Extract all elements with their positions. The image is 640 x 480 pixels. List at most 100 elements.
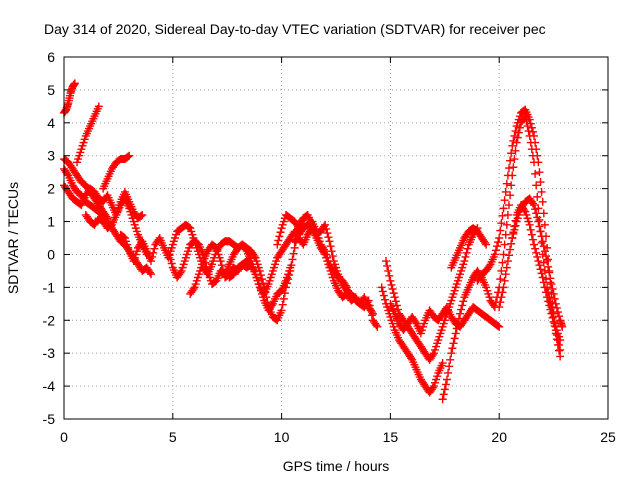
data-point <box>507 181 516 190</box>
data-point <box>495 322 504 331</box>
x-tick-label: 20 <box>491 429 507 445</box>
data-point <box>70 79 79 88</box>
data-point <box>501 270 510 279</box>
data-point <box>458 301 467 310</box>
data-point <box>498 211 507 220</box>
data-point <box>555 312 564 321</box>
data-point <box>532 181 541 190</box>
y-tick-label: 3 <box>47 148 55 164</box>
axis-ticks: -5 -4 -3 -2 -1 0 1 2 3 4 5 6 0 5 10 15 20 25 <box>43 49 616 445</box>
data-point <box>379 291 388 300</box>
data-point <box>217 261 226 270</box>
data-point <box>119 233 128 242</box>
data-point <box>535 222 544 231</box>
data-point <box>148 252 157 261</box>
data-point <box>496 226 505 235</box>
data-point <box>528 127 537 136</box>
data-point <box>495 234 504 242</box>
data-point <box>539 242 548 251</box>
data-point <box>449 339 458 348</box>
data-point <box>125 151 134 160</box>
data-point <box>551 326 560 335</box>
data-point <box>502 179 511 188</box>
data-point <box>540 283 549 292</box>
data-point <box>322 224 331 233</box>
data-point <box>277 306 286 315</box>
data-point <box>541 288 550 297</box>
data-point <box>289 249 298 258</box>
chart-title: Day 314 of 2020, Sidereal Day-to-day VTE… <box>44 21 546 37</box>
data-point <box>386 276 395 285</box>
data-point <box>531 244 540 253</box>
y-tick-label: -4 <box>43 378 56 394</box>
data-point <box>320 248 329 257</box>
plot-frame <box>63 56 609 420</box>
data-point <box>532 248 541 257</box>
data-point <box>533 151 542 160</box>
data-point <box>481 238 490 247</box>
data-point <box>537 232 546 241</box>
data-point <box>392 301 401 310</box>
data-point <box>278 300 287 309</box>
data-point <box>176 268 185 277</box>
data-point <box>279 294 288 303</box>
data-point <box>482 240 491 249</box>
data-point <box>457 305 466 314</box>
data-point <box>549 317 558 326</box>
data-point <box>323 229 332 238</box>
data-point <box>326 242 335 251</box>
data-point <box>256 271 265 280</box>
data-point <box>497 266 506 275</box>
data-point <box>452 324 461 333</box>
data-point <box>328 252 337 261</box>
data-point <box>556 345 565 354</box>
data-point <box>150 244 159 253</box>
data-point <box>438 359 447 368</box>
data-point <box>258 275 267 284</box>
data-point <box>538 197 547 206</box>
data-point <box>499 204 508 213</box>
data-point <box>501 187 510 196</box>
data-point <box>499 283 508 292</box>
data-point <box>501 230 510 239</box>
data-point <box>547 309 556 318</box>
data-point <box>407 354 416 363</box>
data-point <box>510 131 519 140</box>
data-point <box>506 191 515 200</box>
data-point <box>525 220 534 229</box>
data-point <box>534 217 543 226</box>
data-point <box>534 158 543 167</box>
data-point <box>527 230 536 239</box>
data-point <box>546 274 555 283</box>
data-point <box>528 235 537 244</box>
data-point <box>508 234 517 242</box>
data-point <box>510 155 519 164</box>
data-point <box>366 306 375 315</box>
data-point <box>506 156 515 165</box>
data-point <box>494 238 503 247</box>
data-point <box>526 119 535 128</box>
data-point <box>137 211 146 220</box>
y-tick-label: -3 <box>43 345 56 361</box>
data-point <box>411 317 420 326</box>
data-point <box>511 127 520 136</box>
data-point <box>218 265 227 274</box>
data-point <box>511 216 520 225</box>
data-point <box>445 362 454 371</box>
data-point <box>503 171 512 180</box>
data-point <box>365 301 374 310</box>
data-point <box>558 322 567 331</box>
data-point <box>383 261 392 270</box>
data-point <box>274 236 283 245</box>
data-point <box>454 314 463 323</box>
data-point <box>552 331 561 340</box>
data-point <box>241 245 250 254</box>
data-point <box>503 257 512 266</box>
data-point <box>498 288 507 297</box>
data-point <box>267 301 276 310</box>
data-point <box>462 248 471 257</box>
data-point <box>532 145 541 154</box>
data-point <box>494 322 503 331</box>
data-point <box>536 178 545 187</box>
